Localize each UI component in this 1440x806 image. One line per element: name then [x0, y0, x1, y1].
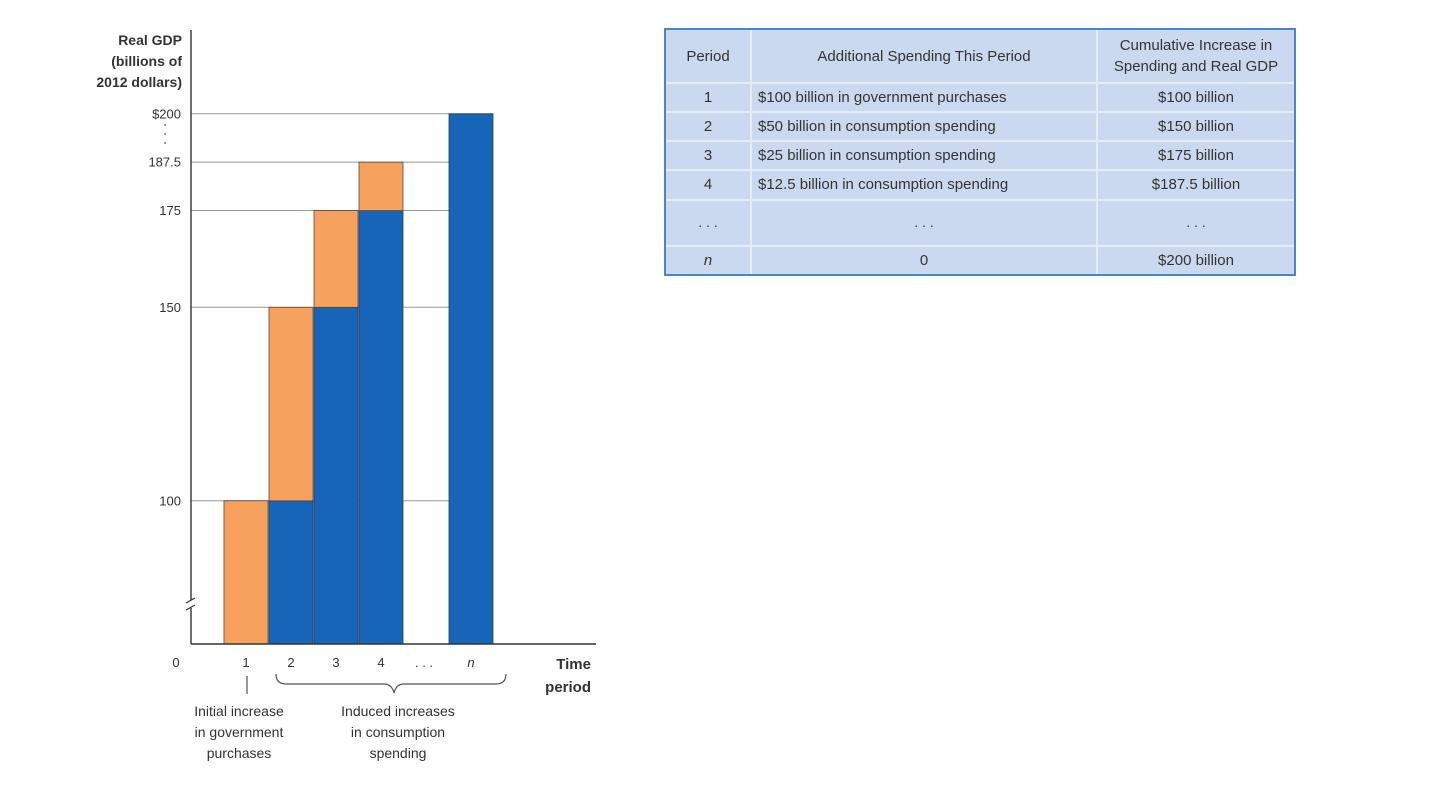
x-tick-labels: 1 2 3 4 n: [242, 655, 474, 670]
cell-cumulative-ellipsis: . . .: [1097, 199, 1294, 247]
y-tick-label: 150: [159, 300, 181, 315]
initial-note-line-3: purchases: [207, 745, 272, 761]
induced-note-line-3: spending: [370, 745, 427, 761]
bar-additional-3: [313, 210, 359, 308]
header-additional-spending: Additional Spending This Period: [751, 30, 1098, 84]
bar-previous-2: [268, 500, 314, 645]
table-row-final: n 0 $200 billion: [666, 245, 1294, 274]
header-period: Period: [666, 30, 752, 84]
cell-period: n: [666, 245, 752, 274]
cell-additional-ellipsis: . . .: [751, 199, 1098, 247]
bar-previous-4: [358, 210, 404, 645]
cell-period: 3: [666, 141, 752, 172]
x-tick-label: n: [467, 655, 474, 670]
y-ellipsis-dot: [164, 124, 166, 126]
multiplier-table: Period Additional Spending This Period C…: [664, 28, 1296, 276]
cell-additional: $12.5 billion in consumption spending: [751, 170, 1098, 201]
x-ellipsis-label: . . .: [415, 655, 433, 670]
y-tick-label: 100: [159, 493, 181, 508]
header-cumulative-line-2: Spending and Real GDP: [1113, 58, 1279, 75]
bar-additional-1: [223, 500, 269, 645]
header-cumulative: Cumulative Increase in Spending and Real…: [1097, 30, 1294, 84]
y-axis-break-mark: [185, 604, 196, 611]
x-tick-label: 3: [332, 655, 339, 670]
y-tick-label: 187.5: [148, 155, 181, 170]
multiplier-table-grid: Period Additional Spending This Period C…: [666, 30, 1294, 274]
x-axis-title-line-1: Time: [556, 656, 591, 673]
cell-cumulative: $200 billion: [1158, 251, 1234, 269]
x-tick-label: 2: [287, 655, 294, 670]
x-tick-label: 1: [242, 655, 249, 670]
bar-additional-4: [358, 161, 404, 211]
y-axis-title-line-3: 2012 dollars): [96, 74, 182, 90]
axes: [185, 30, 596, 645]
y-ellipsis-dot: [164, 142, 166, 144]
cell-additional: $100 billion in government purchases: [751, 83, 1098, 114]
induced-brace: [275, 673, 507, 694]
table-row-ellipsis: . . . . . . . . .: [666, 199, 1294, 247]
x-tick-label: 4: [377, 655, 384, 670]
table-row: 3 $25 billion in consumption spending $1…: [666, 141, 1294, 172]
cell-additional: $25 billion in consumption spending: [751, 141, 1098, 172]
bar-previous-n: [448, 113, 494, 645]
cell-period: 2: [666, 112, 752, 143]
table-header-row: Period Additional Spending This Period C…: [666, 30, 1294, 84]
y-tick-labels: $200 187.5 175 150 100: [148, 106, 181, 508]
cell-additional: $50 billion in consumption spending: [751, 112, 1098, 143]
table-row: 1 $100 billion in government purchases $…: [666, 83, 1294, 114]
cell-period: 1: [666, 83, 752, 114]
cell-cumulative: $150 billion: [1097, 112, 1294, 143]
y-axis-break-gap: [187, 600, 195, 608]
y-axis-title: Real GDP (billions of 2012 dollars): [96, 32, 182, 90]
bars: [223, 113, 494, 645]
y-tick-label: 175: [159, 203, 181, 218]
cell-additional: 0: [751, 245, 1098, 274]
induced-note-line-1: Induced increases: [341, 703, 455, 719]
cell-period-ellipsis: . . .: [666, 199, 752, 247]
y-axis-origin-label: 0: [172, 655, 179, 670]
y-axis-break-mark: [185, 597, 196, 604]
multiplier-chart: Real GDP (billions of 2012 dollars) $200…: [96, 30, 596, 761]
cell-period: 4: [666, 170, 752, 201]
induced-note-line-2: in consumption: [351, 724, 445, 740]
bar-previous-3: [313, 306, 359, 645]
cell-cumulative: $175 billion: [1097, 141, 1294, 172]
initial-note-line-2: in government: [195, 724, 284, 740]
y-axis-title-line-2: (billions of: [111, 53, 182, 69]
bar-additional-2: [268, 306, 314, 502]
x-axis-title-line-2: period: [545, 679, 591, 696]
y-axis-title-line-1: Real GDP: [118, 32, 182, 48]
y-tick-label: $200: [152, 106, 181, 121]
cell-cumulative: $100 billion: [1097, 83, 1294, 114]
table-row: 2 $50 billion in consumption spending $1…: [666, 112, 1294, 143]
initial-note-line-1: Initial increase: [194, 703, 284, 719]
y-ellipsis-dot: [164, 133, 166, 135]
cell-cumulative: $187.5 billion: [1097, 170, 1294, 201]
header-cumulative-line-1: Cumulative Increase in: [1119, 37, 1273, 54]
table-row: 4 $12.5 billion in consumption spending …: [666, 170, 1294, 201]
